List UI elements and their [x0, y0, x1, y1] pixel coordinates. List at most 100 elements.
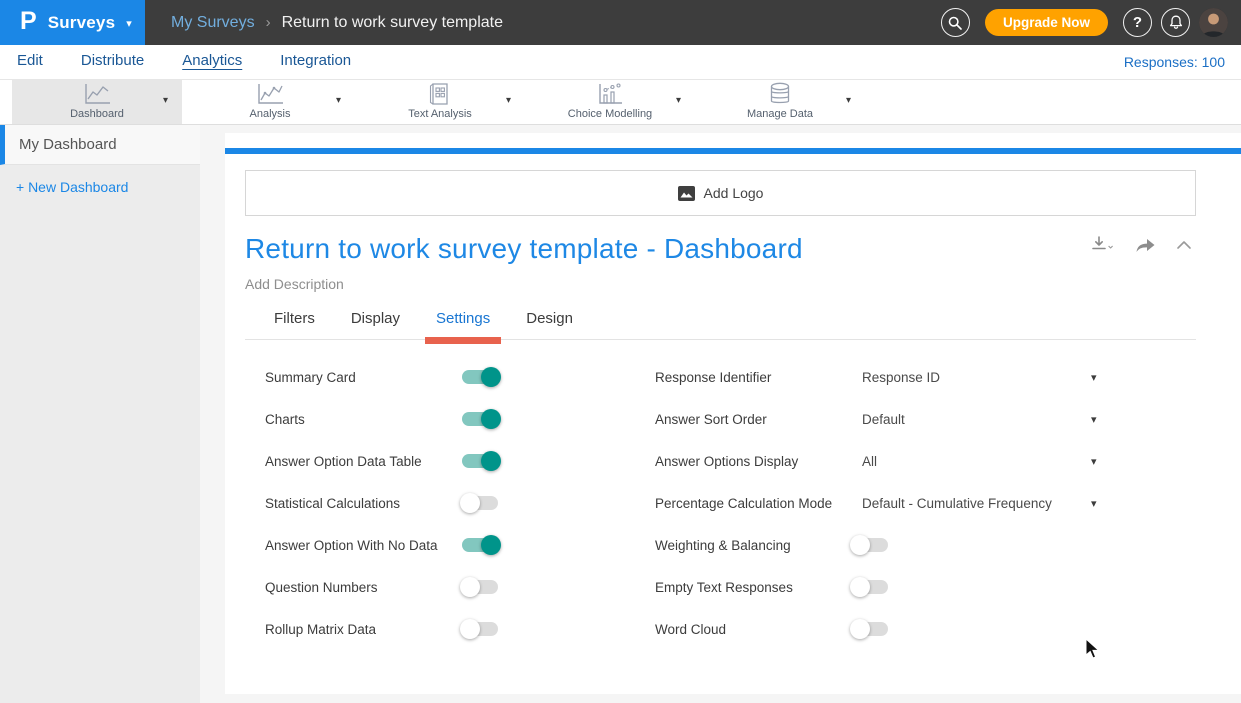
search-button[interactable] — [940, 8, 970, 37]
toggle-knob — [850, 535, 870, 555]
share-arrow-icon — [1136, 239, 1155, 252]
database-icon — [768, 82, 792, 106]
toggle-knob — [850, 619, 870, 639]
toggle-statistical-calculations[interactable] — [460, 493, 498, 513]
chevron-down-icon[interactable]: ▾ — [675, 95, 681, 106]
share-button[interactable] — [1135, 237, 1156, 253]
setting-row-question-numbers: Question Numbers — [265, 566, 655, 608]
toolbar-item-analysis[interactable]: Analysis ▾ — [185, 80, 355, 124]
breadcrumb-separator-icon: › — [265, 14, 271, 31]
sidebar-item-my-dashboard[interactable]: My Dashboard — [0, 125, 200, 165]
chevron-down-icon[interactable]: ▾ — [505, 95, 511, 106]
tab-display[interactable]: Display — [349, 306, 402, 340]
toolbar-item-manage-data[interactable]: Manage Data ▾ — [695, 80, 865, 124]
nav-tab-distribute[interactable]: Distribute — [80, 52, 145, 69]
toggle-weighting-balancing[interactable] — [850, 535, 888, 555]
analysis-chart-icon — [256, 82, 284, 106]
toggle-empty-text-responses[interactable] — [850, 577, 888, 597]
nav-tab-analytics[interactable]: Analytics — [182, 52, 243, 69]
setting-row-answer-option-no-data: Answer Option With No Data — [265, 524, 655, 566]
setting-row-answer-sort-order: Answer Sort Order Default ▾ — [655, 398, 1135, 440]
nav-tab-integration[interactable]: Integration — [280, 52, 352, 69]
chevron-down-icon[interactable]: ▾ — [1091, 455, 1097, 468]
chevron-down-icon[interactable]: ▾ — [845, 95, 851, 106]
chevron-up-icon — [1177, 241, 1191, 249]
toggle-knob — [481, 409, 501, 429]
setting-label: Question Numbers — [265, 579, 378, 595]
toggle-summary-card[interactable] — [462, 367, 501, 387]
toggle-rollup-matrix-data[interactable] — [460, 619, 498, 639]
setting-row-weighting-balancing: Weighting & Balancing — [655, 524, 1135, 566]
setting-row-answer-option-data-table: Answer Option Data Table — [265, 440, 655, 482]
tab-label: Settings — [436, 310, 491, 327]
toggle-knob — [460, 619, 480, 639]
setting-row-statistical-calculations: Statistical Calculations — [265, 482, 655, 524]
toolbar-item-label: Manage Data — [746, 108, 814, 120]
title-actions — [1091, 236, 1192, 254]
setting-label: Answer Option With No Data — [265, 537, 438, 553]
setting-row-answer-options-display: Answer Options Display All ▾ — [655, 440, 1135, 482]
responses-count: Responses: 100 — [1123, 54, 1225, 70]
dropdown-answer-options-display[interactable]: All — [862, 453, 878, 469]
notifications-button[interactable] — [1161, 8, 1190, 37]
toggle-answer-option-no-data[interactable] — [462, 535, 501, 555]
brand-label: Surveys — [47, 12, 116, 32]
add-logo-dropzone[interactable]: Add Logo — [245, 170, 1196, 216]
add-logo-label: Add Logo — [703, 185, 764, 201]
choice-modelling-icon — [597, 82, 623, 106]
dropdown-answer-sort-order[interactable]: Default — [862, 411, 905, 427]
red-annotation-marker — [425, 337, 502, 344]
setting-label: Percentage Calculation Mode — [655, 495, 833, 511]
nav-tab-edit[interactable]: Edit — [17, 52, 43, 69]
breadcrumb-parent-link[interactable]: My Surveys — [171, 13, 255, 31]
dropdown-percentage-calculation-mode[interactable]: Default - Cumulative Frequency — [862, 495, 1052, 511]
setting-label: Answer Option Data Table — [265, 453, 422, 469]
download-icon — [1092, 236, 1113, 250]
add-description-button[interactable]: Add Description — [245, 276, 344, 292]
setting-row-percentage-calculation-mode: Percentage Calculation Mode Default - Cu… — [655, 482, 1135, 524]
toolbar-item-choice-modelling[interactable]: Choice Modelling ▾ — [525, 80, 695, 124]
setting-label: Answer Sort Order — [655, 411, 767, 427]
download-button[interactable] — [1091, 236, 1115, 254]
toggle-word-cloud[interactable] — [850, 619, 888, 639]
tab-design[interactable]: Design — [524, 306, 575, 340]
module-navbar: Edit Distribute Analytics Integration Re… — [0, 45, 1241, 80]
tab-settings[interactable]: Settings — [425, 306, 502, 344]
toolbar-item-label: Text Analysis — [408, 108, 472, 120]
upgrade-now-button[interactable]: Upgrade Now — [984, 9, 1108, 36]
dropdown-response-identifier[interactable]: Response ID — [862, 369, 941, 385]
page-title: Return to work survey template - Dashboa… — [245, 233, 803, 264]
collapse-button[interactable] — [1176, 240, 1192, 250]
toggle-answer-option-data-table[interactable] — [462, 451, 501, 471]
toolbar-item-label: Dashboard — [70, 108, 124, 120]
toolbar-item-text-analysis[interactable]: Text Analysis ▾ — [355, 80, 525, 124]
help-button[interactable]: ? — [1123, 8, 1152, 37]
settings-column-left: Summary Card Charts Answer Option Data T… — [265, 356, 655, 650]
setting-label: Rollup Matrix Data — [265, 621, 377, 637]
toggle-charts[interactable] — [462, 409, 501, 429]
breadcrumb: My Surveys › Return to work survey templ… — [171, 14, 503, 32]
brand-menu[interactable]: P Surveys ▾ — [0, 0, 145, 45]
dashboard-chart-icon — [83, 82, 111, 106]
toggle-knob — [481, 367, 501, 387]
new-dashboard-button[interactable]: + New Dashboard — [16, 179, 129, 195]
breadcrumb-current: Return to work survey template — [281, 13, 503, 31]
toolbar-item-dashboard[interactable]: Dashboard ▾ — [12, 80, 182, 124]
chevron-down-icon[interactable]: ▾ — [1091, 371, 1097, 384]
chevron-down-icon[interactable]: ▾ — [1091, 497, 1097, 510]
setting-row-word-cloud: Word Cloud — [655, 608, 1135, 650]
dashboard-sidebar: My Dashboard + New Dashboard — [0, 125, 200, 703]
top-header: P Surveys ▾ My Surveys › Return to work … — [0, 0, 1241, 45]
tab-filters[interactable]: Filters — [272, 306, 317, 340]
setting-label: Word Cloud — [655, 621, 727, 637]
chevron-down-icon[interactable]: ▾ — [1091, 413, 1097, 426]
text-analysis-icon — [429, 82, 451, 106]
chevron-down-icon[interactable]: ▾ — [335, 95, 341, 106]
avatar-photo-icon — [1199, 8, 1228, 37]
bell-icon — [1169, 15, 1182, 29]
tab-label: Design — [526, 310, 573, 327]
chevron-down-icon: ▾ — [126, 18, 132, 30]
user-avatar[interactable] — [1199, 8, 1228, 37]
toggle-question-numbers[interactable] — [460, 577, 498, 597]
chevron-down-icon[interactable]: ▾ — [162, 95, 168, 106]
